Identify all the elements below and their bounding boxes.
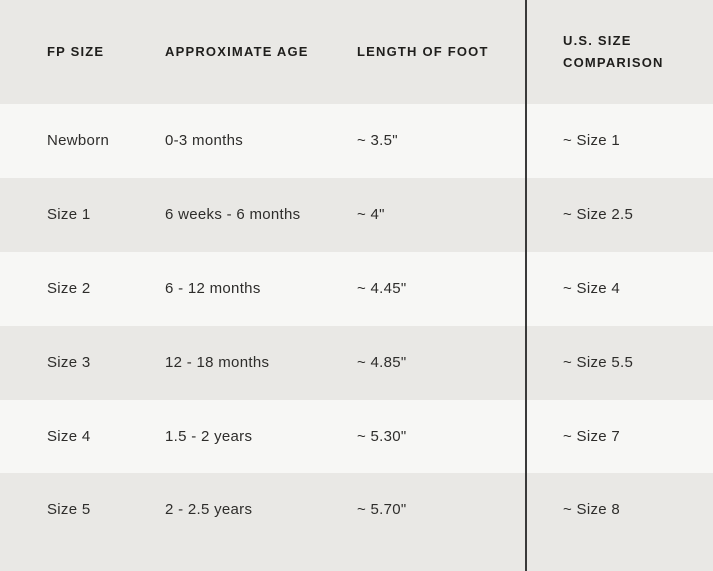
table-row-size-5: Size 5 2 - 2.5 years ~ 5.70" ~ Size 8: [0, 473, 713, 571]
age-value: 0-3 months: [165, 132, 244, 149]
foot-length-value: ~ 5.70": [357, 501, 407, 518]
age-value: 6 weeks - 6 months: [165, 206, 301, 223]
us-size-value: ~ Size 4: [563, 280, 621, 297]
column-header-fp-size: FP SIZE: [47, 44, 105, 59]
column-header-us-size-comparison: U.S. SIZE COMPARISON: [563, 33, 664, 70]
age-value: 12 - 18 months: [165, 354, 270, 371]
fp-size-value: Size 4: [47, 427, 91, 445]
fp-size-value: Size 2: [47, 280, 91, 297]
age-value: 2 - 2.5 years: [165, 501, 253, 518]
foot-length-value: ~ 4.45": [357, 280, 407, 297]
foot-length-value: ~ 4": [357, 206, 385, 223]
age-value: 6 - 12 months: [165, 280, 261, 297]
table-row-size-1: Size 1 6 weeks - 6 months ~ 4" ~ Size 2.…: [0, 178, 713, 252]
foot-length-value: ~ 5.30": [357, 427, 407, 445]
table-header-row: FP SIZE APPROXIMATE AGE LENGTH OF FOOT U…: [0, 0, 713, 104]
us-size-value: ~ Size 8: [563, 501, 621, 518]
us-size-value: ~ Size 2.5: [563, 206, 634, 223]
table-row-newborn: Newborn 0-3 months ~ 3.5" ~ Size 1: [0, 104, 713, 178]
column-header-approximate-age: APPROXIMATE AGE: [165, 44, 309, 59]
us-size-value: ~ Size 7: [563, 427, 621, 445]
column-divider-line: [525, 0, 527, 571]
us-size-value: ~ Size 5.5: [563, 354, 634, 371]
fp-size-value: Size 1: [47, 206, 91, 223]
table-row-size-3: Size 3 12 - 18 months ~ 4.85" ~ Size 5.5: [0, 326, 713, 400]
foot-length-value: ~ 3.5": [357, 132, 398, 149]
fp-size-value: Newborn: [47, 132, 110, 149]
foot-length-value: ~ 4.85": [357, 354, 407, 371]
fp-size-value: Size 3: [47, 354, 91, 371]
fp-size-value: Size 5: [47, 501, 91, 518]
table-row-size-4: Size 4 1.5 - 2 years ~ 5.30" ~ Size 7: [0, 400, 713, 473]
us-size-value: ~ Size 1: [563, 132, 621, 149]
age-value: 1.5 - 2 years: [165, 427, 253, 445]
table-row-size-2: Size 2 6 - 12 months ~ 4.45" ~ Size 4: [0, 252, 713, 326]
column-header-length-of-foot: LENGTH OF FOOT: [357, 44, 489, 59]
